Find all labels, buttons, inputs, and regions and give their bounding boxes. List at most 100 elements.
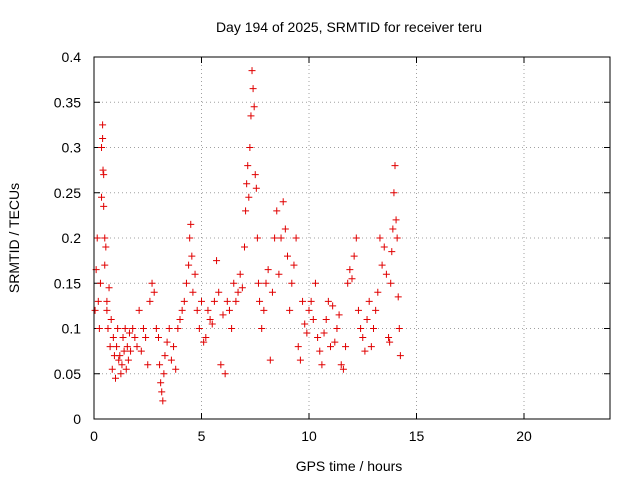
x-tick-label: 5 — [198, 428, 206, 444]
data-point — [217, 361, 225, 369]
data-point — [339, 365, 347, 373]
data-point — [113, 343, 121, 351]
data-point — [258, 325, 266, 332]
data-point — [350, 252, 358, 260]
data-point — [245, 193, 253, 201]
data-point — [385, 334, 393, 342]
data-point — [210, 297, 218, 305]
data-point — [180, 297, 188, 305]
x-tick-label: 10 — [301, 428, 317, 444]
data-point — [264, 266, 272, 274]
data-point — [244, 162, 252, 170]
data-point — [246, 144, 254, 151]
axis-ticks: 0 5 10 15 20 0 0.05 0.1 0.15 0.2 0.25 0.3 0.35 0.4 — [54, 49, 610, 444]
y-tick-label: 0.15 — [54, 275, 81, 291]
data-point — [195, 325, 203, 332]
data-point — [129, 325, 137, 332]
data-point — [120, 347, 128, 355]
chart-title: Day 194 of 2025, SRMTID for receiver ter… — [216, 19, 482, 35]
data-point — [236, 270, 244, 278]
data-point — [357, 325, 365, 332]
data-point — [99, 166, 107, 174]
data-point — [363, 315, 371, 323]
data-point — [252, 184, 260, 192]
y-tick-label: 0.05 — [54, 366, 81, 382]
data-point — [331, 338, 339, 346]
data-point — [279, 198, 287, 206]
data-point — [248, 67, 256, 75]
data-point — [200, 338, 208, 346]
y-tick-label: 0.2 — [62, 230, 82, 246]
data-point — [322, 315, 330, 323]
data-point — [152, 325, 160, 332]
data-point — [215, 288, 223, 296]
data-point — [311, 279, 319, 287]
data-point — [352, 234, 360, 242]
data-point — [91, 306, 99, 314]
data-point — [93, 234, 101, 242]
data-point — [367, 343, 375, 351]
data-point — [242, 207, 250, 215]
data-point — [182, 279, 190, 287]
data-point — [163, 338, 171, 346]
data-point — [204, 306, 212, 314]
data-point — [155, 334, 162, 342]
data-point — [243, 180, 251, 188]
data-point — [309, 315, 317, 323]
data-point — [103, 306, 111, 314]
data-point — [296, 356, 304, 364]
y-tick-label: 0.35 — [54, 94, 81, 110]
data-point — [266, 356, 274, 364]
data-point — [189, 288, 197, 296]
data-point — [294, 343, 302, 351]
data-point — [307, 297, 315, 305]
data-point — [137, 347, 145, 355]
data-point — [98, 193, 106, 201]
data-point — [251, 171, 259, 179]
data-point — [256, 297, 264, 305]
data-point — [380, 243, 388, 251]
data-point — [238, 284, 246, 292]
data-point — [122, 365, 130, 373]
data-point — [206, 315, 214, 323]
data-point — [213, 257, 221, 265]
y-tick-label: 0.25 — [54, 185, 81, 201]
data-point — [157, 379, 165, 387]
data-point — [146, 297, 154, 305]
data-point — [228, 325, 236, 332]
data-point — [186, 234, 194, 242]
data-point — [230, 279, 238, 287]
data-point — [346, 266, 354, 274]
data-point — [131, 334, 139, 342]
data-point — [95, 325, 103, 332]
data-point — [99, 121, 107, 129]
data-point — [117, 370, 125, 378]
data-point — [119, 334, 127, 342]
data-point — [174, 325, 182, 332]
data-point — [142, 334, 150, 342]
data-point — [333, 325, 341, 332]
data-point — [324, 297, 332, 305]
data-point — [103, 297, 111, 305]
data-point — [318, 361, 326, 369]
data-point — [376, 234, 384, 242]
data-point — [286, 306, 294, 314]
data-point — [150, 288, 158, 296]
data-point — [262, 279, 270, 287]
data-point — [389, 225, 397, 233]
data-point — [303, 329, 311, 337]
data-point — [320, 329, 328, 337]
data-point — [354, 306, 362, 314]
data-point — [234, 288, 242, 296]
data-point — [390, 189, 398, 197]
data-point — [382, 270, 390, 278]
data-point — [100, 202, 108, 210]
data-point — [301, 320, 309, 328]
plot-frame — [93, 56, 611, 420]
data-point — [96, 279, 104, 287]
data-point — [176, 315, 184, 323]
data-point — [101, 234, 109, 242]
data-point — [393, 234, 401, 242]
data-point — [219, 311, 227, 319]
